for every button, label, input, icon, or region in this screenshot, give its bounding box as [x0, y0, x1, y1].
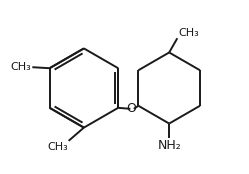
- Text: CH₃: CH₃: [10, 62, 31, 72]
- Text: CH₃: CH₃: [178, 28, 199, 38]
- Text: NH₂: NH₂: [157, 139, 181, 152]
- Text: CH₃: CH₃: [47, 142, 68, 152]
- Text: O: O: [126, 102, 136, 115]
